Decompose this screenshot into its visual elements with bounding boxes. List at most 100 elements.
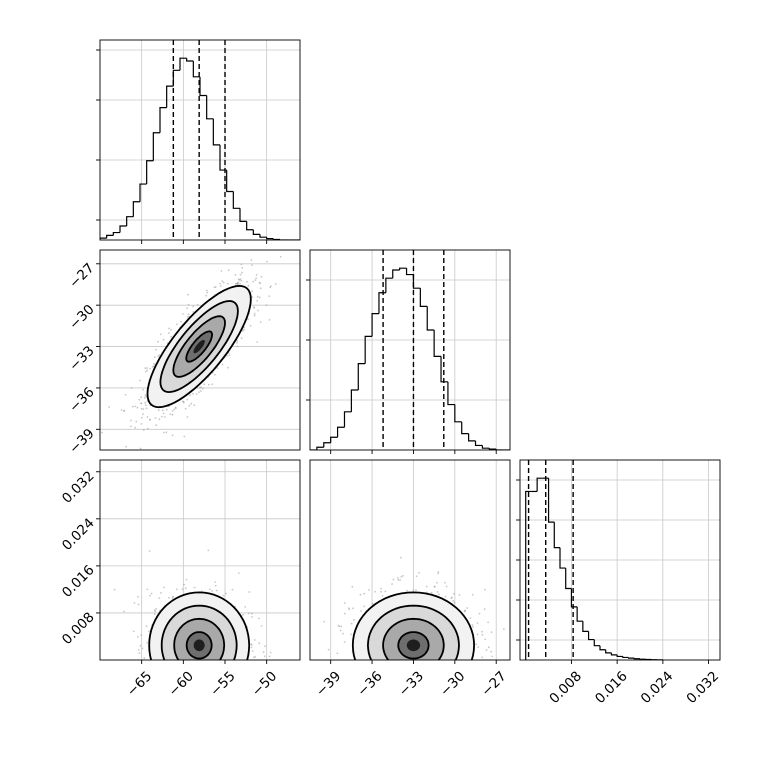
- scatter_xy-point: [203, 383, 206, 386]
- scatter_xy-point: [157, 340, 159, 343]
- scatter_yz-point: [374, 590, 376, 593]
- hist_y-bar-4: [336, 426, 345, 438]
- scatter_yz-point: [394, 669, 396, 671]
- scatter_xy-point: [240, 263, 243, 266]
- hist_z-bar-11: [587, 631, 595, 641]
- hist_y-bar-15: [412, 274, 421, 289]
- scatter_xz-point: [213, 664, 215, 666]
- scatter_xz-point: [173, 664, 175, 666]
- scatter_yz-point: [399, 671, 401, 673]
- scatter_yz-point: [345, 715, 347, 717]
- scatter_xz-point: [210, 673, 212, 675]
- scatter_xz-point: [198, 666, 200, 668]
- scatter_xz-point: [171, 667, 173, 669]
- scatter_xz-point: [183, 716, 185, 718]
- scatter_xz-point: [187, 666, 189, 668]
- scatter_yz-point: [391, 667, 393, 669]
- scatter_yz-point: [420, 664, 422, 666]
- scatter_xz-contour-0: [148, 591, 251, 660]
- scatter_yz-point: [478, 612, 481, 615]
- scatter_yz-contour-0: [351, 591, 476, 660]
- scatter_xz-point: [192, 667, 194, 669]
- scatter_yz-point: [435, 705, 437, 707]
- scatter_xz-point: [269, 702, 271, 704]
- scatter_xy-point: [163, 416, 166, 418]
- scatter_xy-point: [136, 406, 139, 409]
- scatter_xz-xtick-label-0: −65: [124, 668, 155, 699]
- scatter_yz-point: [429, 668, 431, 670]
- scatter_xy-point: [241, 330, 244, 332]
- scatter_xy-point: [157, 409, 160, 412]
- scatter_xz-point: [170, 664, 172, 666]
- scatter_xz-point: [164, 672, 166, 674]
- scatter_xz-point: [211, 679, 213, 681]
- scatter_yz-point: [367, 669, 369, 671]
- scatter_xz-point: [146, 642, 149, 644]
- scatter_xz-point: [187, 660, 189, 662]
- scatter_yz-point: [351, 585, 354, 588]
- scatter_xz-point: [200, 671, 202, 673]
- scatter_xy-point: [202, 387, 204, 390]
- scatter_xy-point: [221, 280, 224, 282]
- hist_x-bar-6: [139, 183, 147, 202]
- scatter_xz-point: [173, 702, 175, 704]
- scatter_yz-point: [393, 684, 395, 686]
- scatter_xz-point: [196, 673, 198, 675]
- scatter_xz-point: [192, 688, 194, 690]
- scatter_yz-point: [445, 671, 447, 673]
- scatter_yz-point: [417, 661, 419, 663]
- scatter_xz-point: [237, 666, 239, 668]
- scatter_xz-point: [209, 668, 211, 670]
- scatter_xz-point: [161, 708, 163, 710]
- scatter_xy-point: [130, 387, 133, 389]
- scatter_yz-contour-3: [397, 631, 430, 660]
- scatter_xz-point: [173, 670, 175, 672]
- scatter_xz-point: [186, 707, 188, 709]
- scatter_yz-point: [461, 693, 463, 695]
- scatter_xy-point: [226, 354, 228, 357]
- scatter_xz-point: [211, 665, 213, 667]
- scatter_xz-point: [163, 586, 165, 589]
- scatter_xy-point: [192, 305, 195, 308]
- scatter_xy-point: [134, 405, 137, 408]
- scatter_yz-point: [453, 592, 455, 595]
- hist_x-bar-17: [212, 118, 220, 146]
- scatter_yz-point: [380, 662, 382, 664]
- scatter_xy-point: [161, 409, 164, 412]
- scatter_xz-point: [175, 672, 177, 674]
- scatter_yz-point: [432, 725, 434, 727]
- hist_z-bar-6: [559, 547, 566, 569]
- scatter_xz-point: [152, 691, 154, 693]
- scatter_xz-point: [244, 606, 247, 608]
- scatter_yz-point: [342, 632, 344, 635]
- scatter_xy-point: [171, 410, 174, 412]
- scatter_xy-point: [211, 383, 214, 386]
- scatter_xy-point: [252, 280, 255, 283]
- scatter_yz-point: [383, 696, 385, 698]
- scatter_yz-point: [378, 664, 380, 666]
- scatter_xz-point: [205, 666, 207, 668]
- scatter_xz-point: [211, 676, 213, 678]
- scatter_xy-point: [146, 369, 149, 372]
- scatter_xy-ytick-label-0: −27: [66, 260, 97, 291]
- hist_z-bar-19: [633, 658, 640, 660]
- scatter_yz-point: [422, 673, 424, 675]
- scatter_xz-point: [201, 674, 203, 676]
- scatter_xz-point: [208, 679, 210, 681]
- scatter_xz-point: [158, 597, 161, 599]
- scatter_xz-point: [251, 673, 253, 675]
- scatter_yz-point: [350, 633, 353, 636]
- scatter_xz-point: [164, 681, 166, 683]
- scatter_yz-point: [469, 617, 472, 619]
- scatter_xy-point: [159, 333, 162, 336]
- scatter_yz-point: [447, 663, 449, 665]
- scatter_xz-point: [157, 700, 159, 702]
- scatter_xz-point: [148, 688, 150, 690]
- scatter_xz-point: [177, 662, 179, 664]
- scatter_xy-point: [198, 391, 200, 393]
- scatter_xz-point: [267, 666, 269, 668]
- scatter_xy-point: [180, 320, 182, 323]
- scatter_xy-point: [250, 259, 253, 261]
- scatter_yz-xtick-label-4: −27: [478, 668, 509, 699]
- scatter_yz-point: [380, 587, 382, 590]
